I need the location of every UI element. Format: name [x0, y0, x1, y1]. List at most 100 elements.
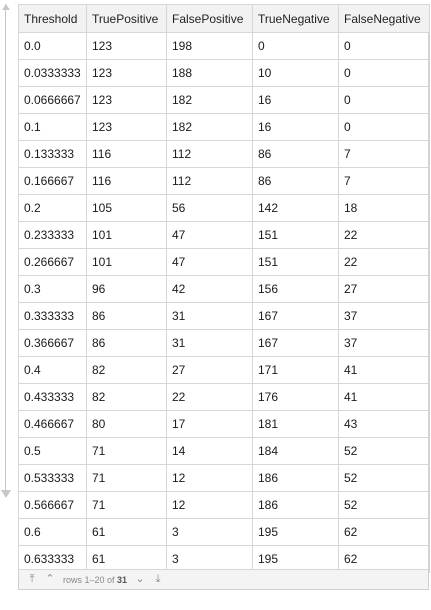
cell-falsenegative: 18 [338, 194, 430, 222]
table-row: 0.633333 61 3 195 62 [18, 545, 430, 573]
cell-truenegative: 167 [252, 329, 339, 357]
cell-threshold: 0.133333 [18, 140, 87, 168]
cell-threshold: 0.633333 [18, 545, 87, 573]
cell-falsenegative: 37 [338, 302, 430, 330]
page-down-icon[interactable]: ⌄ [135, 573, 145, 585]
cell-falsepositive: 31 [166, 329, 253, 357]
cell-threshold: 0.0666667 [18, 86, 87, 114]
cell-truenegative: 186 [252, 464, 339, 492]
cell-truenegative: 86 [252, 167, 339, 195]
cell-threshold: 0.6 [18, 518, 87, 546]
cell-falsepositive: 17 [166, 410, 253, 438]
cell-falsepositive: 31 [166, 302, 253, 330]
cell-truepositive: 80 [86, 410, 167, 438]
column-header-truepositive[interactable]: TruePositive [86, 4, 167, 33]
cell-truepositive: 101 [86, 248, 167, 276]
cell-falsepositive: 112 [166, 167, 253, 195]
table-row: 0.466667 80 17 181 43 [18, 410, 430, 438]
cell-falsepositive: 47 [166, 221, 253, 249]
cell-falsenegative: 0 [338, 86, 430, 114]
cell-truenegative: 151 [252, 221, 339, 249]
column-header-truenegative[interactable]: TrueNegative [252, 4, 339, 33]
cell-falsenegative: 43 [338, 410, 430, 438]
cell-falsepositive: 182 [166, 113, 253, 141]
table-row: 0.166667 116 112 86 7 [18, 167, 430, 195]
cell-falsenegative: 41 [338, 383, 430, 411]
table-row: 0.6 61 3 195 62 [18, 518, 430, 546]
cell-bracket[interactable] [1, 4, 11, 500]
cell-threshold: 0.566667 [18, 491, 87, 519]
table-row: 0.333333 86 31 167 37 [18, 302, 430, 330]
cell-truenegative: 0 [252, 32, 339, 60]
cell-bracket-collapse-icon[interactable] [1, 490, 11, 498]
jump-to-last-icon[interactable]: ⤓ [155, 573, 161, 585]
column-header-falsenegative[interactable]: FalseNegative [338, 4, 430, 33]
cell-falsenegative: 37 [338, 329, 430, 357]
cell-truepositive: 96 [86, 275, 167, 303]
cell-falsepositive: 42 [166, 275, 253, 303]
table-row: 0.2 105 56 142 18 [18, 194, 430, 222]
table-row: 0.1 123 182 16 0 [18, 113, 430, 141]
cell-truenegative: 181 [252, 410, 339, 438]
cell-truepositive: 71 [86, 464, 167, 492]
cell-truenegative: 186 [252, 491, 339, 519]
cell-threshold: 0.1 [18, 113, 87, 141]
cell-falsepositive: 47 [166, 248, 253, 276]
cell-truenegative: 171 [252, 356, 339, 384]
cell-truepositive: 116 [86, 167, 167, 195]
cell-falsepositive: 12 [166, 464, 253, 492]
pagination-bar: ⤒ ⌃ rows 1–20 of 31 ⌄ ⤓ [19, 569, 428, 589]
column-header-falsepositive[interactable]: FalsePositive [166, 4, 253, 33]
cell-threshold: 0.0333333 [18, 59, 87, 87]
cell-truenegative: 86 [252, 140, 339, 168]
column-header-threshold[interactable]: Threshold [18, 4, 87, 33]
cell-bracket-top-icon [2, 4, 10, 10]
cell-falsepositive: 112 [166, 140, 253, 168]
cell-falsepositive: 182 [166, 86, 253, 114]
cell-threshold: 0.0 [18, 32, 87, 60]
cell-falsenegative: 0 [338, 59, 430, 87]
cell-falsenegative: 62 [338, 545, 430, 573]
cell-truepositive: 71 [86, 491, 167, 519]
cell-truepositive: 86 [86, 302, 167, 330]
table-row: 0.433333 82 22 176 41 [18, 383, 430, 411]
cell-truenegative: 156 [252, 275, 339, 303]
table-row: 0.133333 116 112 86 7 [18, 140, 430, 168]
cell-falsepositive: 22 [166, 383, 253, 411]
cell-threshold: 0.233333 [18, 221, 87, 249]
jump-to-first-icon[interactable]: ⤒ [29, 573, 35, 585]
cell-falsenegative: 0 [338, 32, 430, 60]
cell-threshold: 0.433333 [18, 383, 87, 411]
cell-threshold: 0.366667 [18, 329, 87, 357]
table-row: 0.0 123 198 0 0 [18, 32, 430, 60]
cell-truepositive: 101 [86, 221, 167, 249]
cell-falsepositive: 198 [166, 32, 253, 60]
page-up-icon[interactable]: ⌃ [45, 573, 55, 585]
cell-truenegative: 16 [252, 86, 339, 114]
cell-truenegative: 16 [252, 113, 339, 141]
row-total: 31 [117, 574, 128, 585]
cell-falsenegative: 41 [338, 356, 430, 384]
cell-truenegative: 176 [252, 383, 339, 411]
cell-truepositive: 123 [86, 59, 167, 87]
cell-truenegative: 142 [252, 194, 339, 222]
cell-truepositive: 123 [86, 32, 167, 60]
cell-bracket-line [5, 4, 6, 490]
row-range-status: rows 1–20 of 31 [63, 575, 127, 585]
cell-threshold: 0.333333 [18, 302, 87, 330]
cell-truenegative: 167 [252, 302, 339, 330]
cell-falsepositive: 3 [166, 518, 253, 546]
cell-threshold: 0.3 [18, 275, 87, 303]
table-row: 0.0333333 123 188 10 0 [18, 59, 430, 87]
cell-falsenegative: 0 [338, 113, 430, 141]
row-range-text: rows 1–20 of [63, 574, 118, 585]
cell-threshold: 0.533333 [18, 464, 87, 492]
cell-truenegative: 184 [252, 437, 339, 465]
cell-falsepositive: 188 [166, 59, 253, 87]
cell-threshold: 0.2 [18, 194, 87, 222]
cell-falsenegative: 7 [338, 140, 430, 168]
cell-falsenegative: 27 [338, 275, 430, 303]
cell-truenegative: 195 [252, 518, 339, 546]
cell-truepositive: 123 [86, 86, 167, 114]
cell-truepositive: 82 [86, 356, 167, 384]
